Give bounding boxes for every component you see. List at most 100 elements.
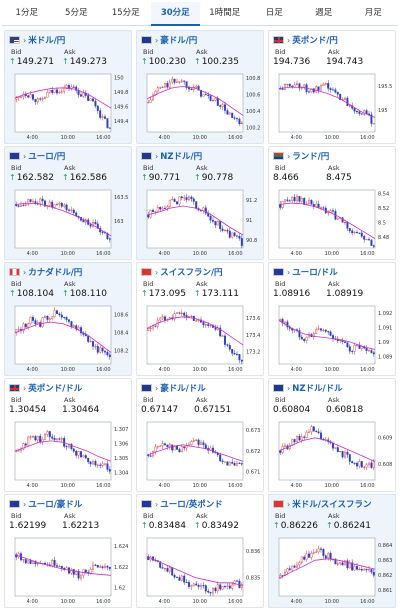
currency-card[interactable]: › ユーロ/ドル Bid Ask 1.08916 1.08919 1.092 1.… <box>268 262 396 376</box>
tab-1[interactable]: 5分足 <box>51 2 101 26</box>
candle-body <box>92 461 94 465</box>
tab-0[interactable]: 1分足 <box>2 2 52 26</box>
currency-card[interactable]: › 豪ドル/円 Bid Ask ↑100.230 ↑100.235 100.8 1… <box>136 30 264 144</box>
currency-card[interactable]: › NZドル/円 Bid Ask ↑90.771 ↑90.778 91.2 91 9… <box>136 146 264 260</box>
plot-area <box>278 421 376 481</box>
currency-card[interactable]: › 豪ドル/ドル Bid Ask 0.67147 0.67151 0.673 0.… <box>136 378 264 492</box>
candle-body <box>372 461 375 468</box>
candle-body <box>87 335 90 342</box>
currency-card[interactable]: › 米ドル/円 Bid Ask ↑149.271 ↑149.273 150 149… <box>4 30 132 144</box>
plot-area <box>14 73 112 133</box>
candle-body <box>166 83 169 88</box>
candle-body <box>303 339 306 341</box>
candle-body <box>34 201 37 204</box>
tab-4[interactable]: 1時間足 <box>200 2 250 26</box>
ask-value: 1.30464 <box>62 405 99 415</box>
candle-body <box>360 113 363 115</box>
candle-body <box>365 464 368 468</box>
candle-body <box>72 569 75 575</box>
candle-body <box>284 445 286 447</box>
pair-name[interactable]: NZドル/円 <box>160 152 203 162</box>
pair-name[interactable]: ユーロ/英ポンド <box>160 500 223 510</box>
tab-7[interactable]: 月足 <box>348 2 398 26</box>
pair-name[interactable]: ユーロ/円 <box>28 152 66 162</box>
ask-number: 194.743 <box>326 57 364 67</box>
bid-number: 90.771 <box>148 173 181 183</box>
candle-body <box>332 210 334 212</box>
tab-3[interactable]: 30分足 <box>150 2 200 26</box>
candle-body <box>36 98 39 103</box>
candle-body <box>56 565 58 567</box>
up-arrow-icon: ↑ <box>273 521 280 530</box>
currency-card[interactable]: › カナダドル/円 Bid Ask ↑108.104 ↑108.110 108.… <box>4 262 132 376</box>
candle-body <box>315 430 318 433</box>
candle-body <box>238 118 241 125</box>
card-header: › ユーロ/ドル <box>273 266 338 278</box>
pair-name[interactable]: スイスフラン/円 <box>160 268 223 278</box>
currency-card[interactable]: › 英ポンド/円 Bid Ask 194.736 194.743 195.5 19… <box>268 30 396 144</box>
ask-value: ↑0.86241 <box>326 521 371 531</box>
currency-card[interactable]: › スイスフラン/円 Bid Ask ↑173.095 ↑173.111 173… <box>136 262 264 376</box>
candle-body <box>231 232 234 238</box>
candle-body <box>101 566 104 568</box>
candle-body <box>200 585 202 587</box>
candle-body <box>363 466 366 468</box>
pair-name[interactable]: 豪ドル/ドル <box>160 384 206 394</box>
candle-body <box>96 346 99 353</box>
moving-average-line <box>278 558 376 579</box>
pair-name[interactable]: NZドル/ドル <box>292 384 343 394</box>
candle-body <box>226 344 229 346</box>
tab-2[interactable]: 15分足 <box>101 2 151 26</box>
currency-card[interactable]: › ユーロ/円 Bid Ask ↑162.582 ↑162.586 163.5 1… <box>4 146 132 260</box>
moving-average-line <box>146 556 244 586</box>
candle-body <box>161 567 164 569</box>
pair-name[interactable]: カナダドル/円 <box>28 268 83 278</box>
currency-card[interactable]: › 英ポンド/ドル Bid Ask 1.30454 1.30464 1.307 1… <box>4 378 132 492</box>
candle-body <box>89 98 92 101</box>
pair-name[interactable]: 豪ドル/円 <box>160 36 198 46</box>
flag-icon <box>273 268 284 276</box>
candle-body <box>192 198 195 202</box>
candle-body <box>190 196 193 200</box>
pair-name[interactable]: 米ドル/円 <box>28 36 66 46</box>
bid-value: ↑162.582 <box>9 173 54 183</box>
tab-5[interactable]: 日足 <box>249 2 299 26</box>
bid-label: Bid <box>275 280 286 288</box>
candle-body <box>365 110 368 115</box>
x-tick-label: 10:00 <box>325 367 339 373</box>
pair-name[interactable]: ランド/円 <box>292 152 330 162</box>
tab-6[interactable]: 週足 <box>299 2 349 26</box>
candle-body <box>286 83 289 85</box>
candle-body <box>96 105 99 111</box>
pair-name[interactable]: 米ドル/スイスフラン <box>292 500 372 510</box>
x-tick-label: 16:00 <box>360 367 374 373</box>
candle-body <box>51 316 54 319</box>
currency-card[interactable]: › ユーロ/英ポンド Bid Ask ↑0.83484 ↑0.83492 0.8… <box>136 494 264 608</box>
currency-card[interactable]: › NZドル/ドル Bid Ask 0.60804 0.60818 0.609 0… <box>268 378 396 492</box>
candle-body <box>216 221 219 226</box>
up-arrow-icon: ↑ <box>194 289 201 298</box>
candle-body <box>308 91 310 93</box>
pair-name[interactable]: ユーロ/ドル <box>292 268 338 278</box>
chevron-right-icon: › <box>23 151 27 161</box>
pair-name[interactable]: 英ポンド/円 <box>292 36 338 46</box>
pair-name[interactable]: ユーロ/豪ドル <box>28 500 83 510</box>
candle-body <box>156 206 159 212</box>
candle-body <box>341 217 344 223</box>
x-tick-label: 4:00 <box>159 599 170 605</box>
candle-body <box>214 97 217 101</box>
currency-card[interactable]: › ユーロ/豪ドル Bid Ask 1.62199 1.62213 1.624 1… <box>4 494 132 608</box>
ask-number: 1.62213 <box>62 521 100 531</box>
candle-body <box>310 88 313 92</box>
candle-body <box>219 454 222 462</box>
candle-body <box>207 213 210 217</box>
candle-body <box>351 351 354 353</box>
currency-card[interactable]: › ランド/円 Bid Ask 8.466 8.475 8.54 8.52 8.5 8… <box>268 146 396 260</box>
flag-icon <box>273 384 284 392</box>
up-arrow-icon: ↑ <box>326 521 333 530</box>
currency-card[interactable]: › 米ドル/スイスフラン Bid Ask ↑0.86226 ↑0.86241 0… <box>268 494 396 608</box>
pair-name[interactable]: 英ポンド/ドル <box>28 384 83 394</box>
flag-icon <box>273 152 284 160</box>
candle-body <box>240 122 243 125</box>
candle-body <box>236 462 238 466</box>
